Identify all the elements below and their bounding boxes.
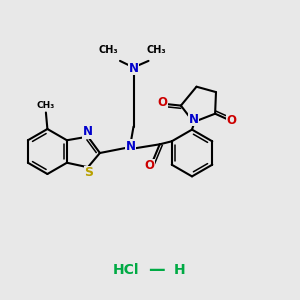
Text: CH₃: CH₃: [37, 101, 55, 110]
Text: O: O: [144, 159, 154, 172]
Text: N: N: [126, 140, 136, 153]
Text: N: N: [83, 125, 93, 138]
Text: O: O: [157, 96, 167, 109]
Text: O: O: [226, 114, 236, 127]
Text: CH₃: CH₃: [146, 46, 166, 56]
Text: S: S: [85, 166, 94, 179]
Text: N: N: [128, 62, 139, 75]
Text: —: —: [148, 261, 164, 279]
Text: HCl: HCl: [113, 263, 139, 277]
Text: CH₃: CH₃: [98, 46, 118, 56]
Text: H: H: [174, 263, 186, 277]
Text: N: N: [188, 112, 199, 126]
